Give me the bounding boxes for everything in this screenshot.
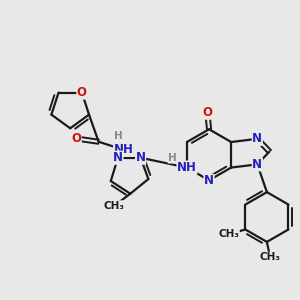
Text: N: N — [136, 151, 146, 164]
Text: O: O — [202, 106, 212, 119]
Text: CH₃: CH₃ — [260, 252, 280, 262]
Text: N: N — [204, 175, 214, 188]
Text: H: H — [114, 131, 123, 141]
Text: O: O — [77, 86, 87, 99]
Text: N: N — [113, 151, 123, 164]
Text: CH₃: CH₃ — [218, 229, 239, 239]
Text: CH₃: CH₃ — [104, 201, 125, 211]
Text: H: H — [168, 153, 177, 163]
Text: NH: NH — [177, 161, 197, 174]
Text: N: N — [252, 132, 262, 145]
Text: NH: NH — [114, 143, 134, 156]
Text: N: N — [252, 158, 262, 171]
Text: O: O — [71, 132, 81, 145]
